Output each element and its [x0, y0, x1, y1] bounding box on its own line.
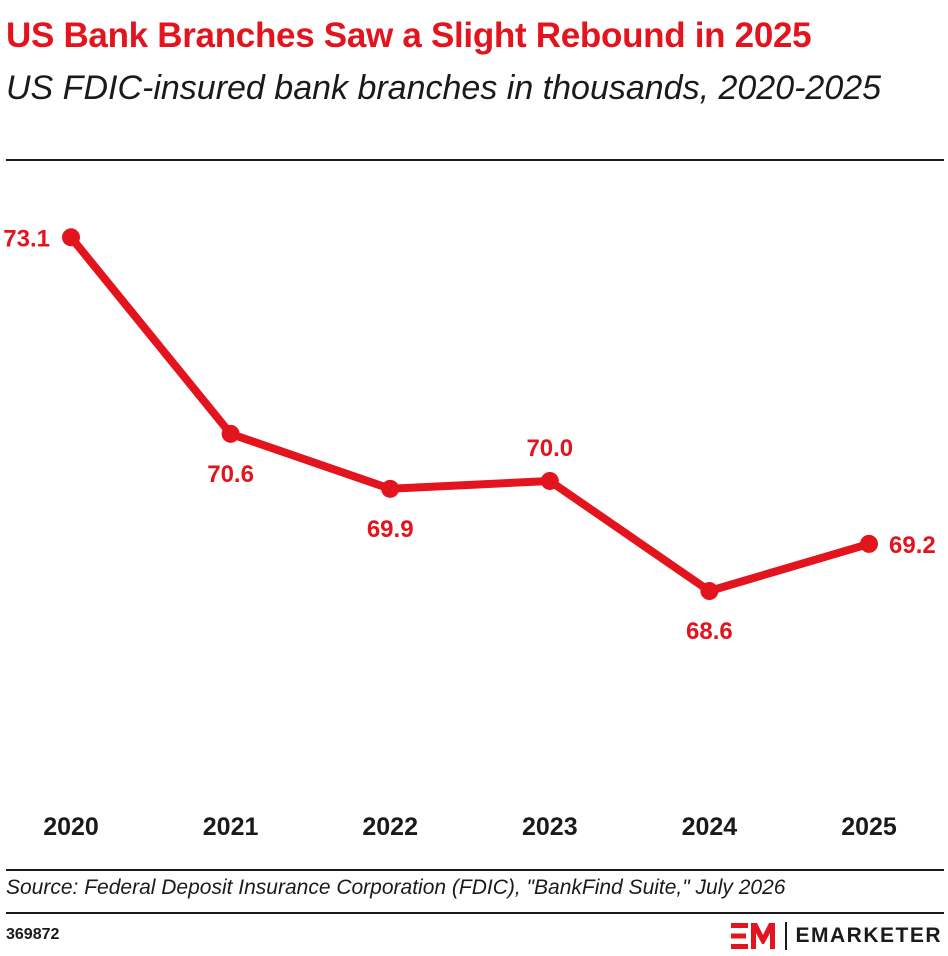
data-label: 68.6: [686, 618, 733, 645]
chart-title: US Bank Branches Saw a Slight Rebound in…: [6, 16, 812, 55]
brand-logo: EMARKETER: [731, 920, 942, 952]
data-point: [540, 471, 559, 490]
chart-bottom-divider: [6, 869, 944, 871]
x-tick-label: 2021: [203, 813, 259, 841]
data-point: [221, 424, 240, 443]
x-tick-label: 2023: [522, 813, 578, 841]
footer-divider: [6, 912, 944, 914]
x-tick-label: 2022: [362, 813, 418, 841]
data-label: 69.9: [367, 516, 414, 543]
data-point: [62, 228, 80, 247]
x-tick-label: 2024: [682, 813, 738, 841]
chart-subtitle: US FDIC-insured bank branches in thousan…: [6, 69, 882, 107]
data-label: 69.2: [889, 532, 936, 559]
data-label: 73.1: [3, 225, 50, 252]
em-logo-icon: [731, 923, 776, 949]
chart-id: 369872: [6, 926, 60, 943]
data-label: 70.0: [526, 435, 573, 462]
x-tick-label: 2020: [43, 813, 99, 841]
source-note: Source: Federal Deposit Insurance Corpor…: [6, 876, 786, 899]
brand-divider: [785, 922, 788, 950]
series-line: [67, 233, 873, 595]
data-point: [860, 534, 878, 553]
data-point: [381, 479, 400, 498]
data-label: 70.6: [207, 461, 254, 488]
header-divider: [6, 159, 944, 161]
data-point: [700, 582, 719, 601]
brand-name: EMARKETER: [795, 924, 942, 947]
x-tick-label: 2025: [841, 813, 897, 841]
